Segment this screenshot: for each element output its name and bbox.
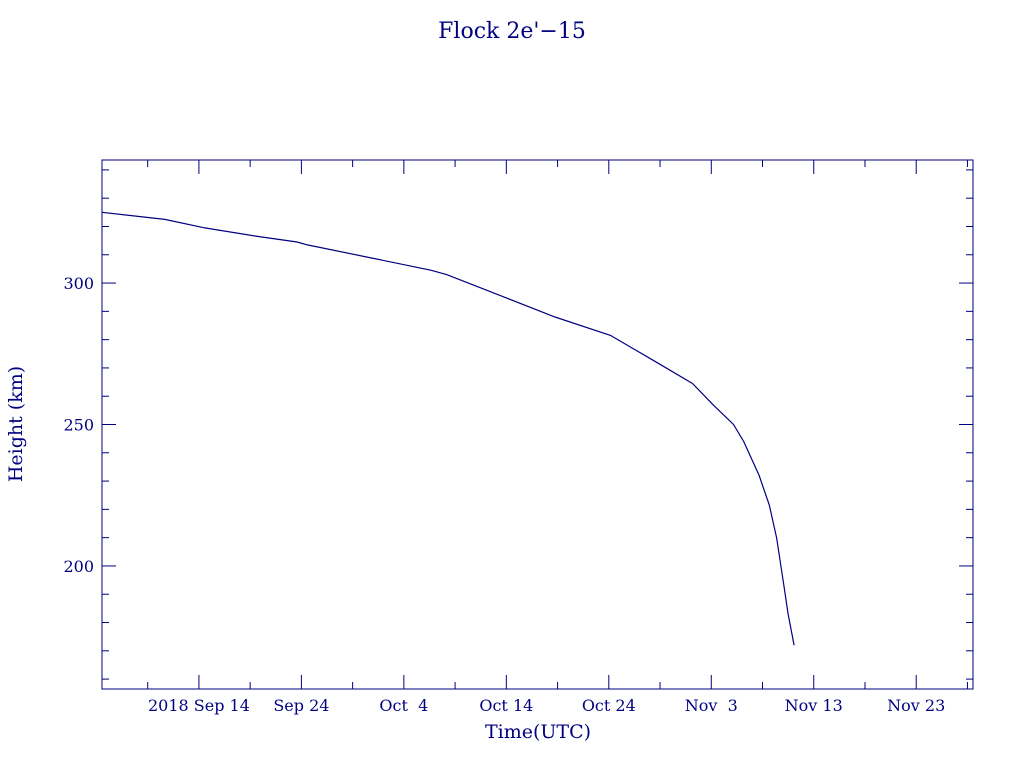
x-tick-label: 2018 Sep 14 <box>148 696 250 715</box>
y-axis-label: Height (km) <box>5 366 27 482</box>
x-tick-label: Nov 23 <box>887 696 945 715</box>
y-axis: 200 250 300 <box>63 169 973 680</box>
chart-title: Flock 2e'−15 <box>438 19 586 44</box>
plot-frame <box>101 159 974 690</box>
x-tick-label: Oct 24 <box>582 696 636 715</box>
x-tick-label: Sep 24 <box>273 696 329 715</box>
x-tick-label: Oct 14 <box>479 696 533 715</box>
data-line <box>101 211 795 646</box>
x-tick-label: Oct 4 <box>379 696 428 715</box>
x-tick-label: Nov 13 <box>785 696 843 715</box>
y-tick-label: 300 <box>63 274 94 293</box>
x-axis-label: Time(UTC) <box>485 721 591 743</box>
y-tick-label: 250 <box>63 416 94 435</box>
y-tick-label: 200 <box>63 557 94 576</box>
x-tick-label: Nov 3 <box>685 696 738 715</box>
x-axis: 2018 Sep 14 Sep 24 Oct 4 Oct 14 Oct 24 Nov 3 N… <box>147 160 968 715</box>
